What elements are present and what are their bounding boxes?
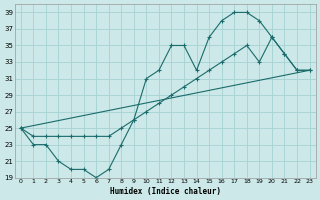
X-axis label: Humidex (Indice chaleur): Humidex (Indice chaleur) [110,187,221,196]
